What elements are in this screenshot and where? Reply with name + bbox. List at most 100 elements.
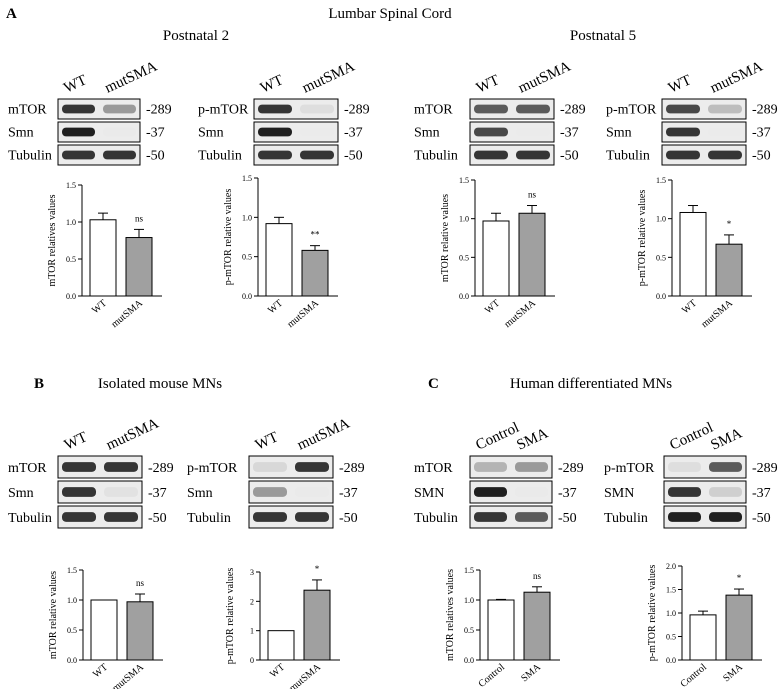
y-tick-label: 1.0 — [242, 213, 252, 222]
blot-band — [474, 487, 507, 497]
blot-strip — [248, 480, 334, 504]
category-label: mutSMA — [502, 297, 538, 330]
protein-label: mTOR — [8, 461, 47, 476]
lane-label: mutSMA — [295, 415, 353, 453]
blot-band — [666, 127, 700, 137]
bar — [482, 220, 510, 297]
category-label: Control — [476, 662, 507, 689]
significance-label: ** — [311, 230, 321, 240]
y-axis-label: p-mTOR relative values — [647, 565, 658, 662]
protein-label: Tubulin — [414, 148, 458, 163]
blot-band — [666, 104, 700, 114]
kda-marker: -50 — [558, 511, 577, 526]
blot-band — [474, 104, 508, 114]
blot-band — [104, 487, 138, 497]
lane-label: mutSMA — [102, 58, 160, 96]
y-tick-label: 0.5 — [666, 633, 676, 642]
kda-marker: -50 — [339, 511, 358, 526]
blot-band — [515, 512, 548, 522]
kda-marker: -289 — [752, 102, 778, 117]
y-tick-label: 0.5 — [66, 255, 76, 264]
blot-band — [474, 512, 507, 522]
blot-band — [708, 150, 742, 160]
blot-strip — [663, 505, 747, 529]
y-tick-label: 0 — [250, 656, 254, 665]
bar-chart: 0.0 0.5 1.0 1.5 p-mTOR relative values WT mutS… — [637, 176, 752, 330]
y-tick-label: 0.0 — [67, 656, 77, 665]
blot-band — [474, 462, 507, 472]
panel-a-subtitle-p5: Postnatal 5 — [570, 28, 636, 44]
protein-label: p-mTOR — [198, 102, 249, 117]
category-label: WT — [680, 298, 699, 316]
protein-label: SMN — [414, 486, 444, 501]
protein-label: Smn — [8, 125, 34, 140]
panel-b-title: Isolated mouse MNs — [98, 376, 222, 392]
blot-band — [253, 462, 287, 472]
bar-chart: 0.0 0.5 1.0 1.5 p-mTOR relative values WT mutS… — [223, 174, 338, 330]
y-tick-label: 0.0 — [459, 292, 469, 301]
lane-label: WT — [61, 72, 89, 96]
blot-band — [62, 104, 95, 114]
blot-band — [516, 104, 550, 114]
kda-marker: -50 — [752, 148, 771, 163]
protein-label: Tubulin — [198, 148, 242, 163]
category-label: mutSMA — [287, 661, 323, 689]
y-axis-label: p-mTOR relative values — [223, 189, 234, 286]
y-tick-label: 2 — [250, 597, 254, 606]
blot-band — [708, 104, 742, 114]
bar — [679, 211, 707, 297]
protein-label: Smn — [198, 125, 224, 140]
category-label: WT — [483, 298, 502, 316]
y-tick-label: 0.0 — [66, 292, 76, 301]
blot-band — [103, 150, 136, 160]
category-label: WT — [91, 662, 110, 680]
blot-strip — [253, 98, 339, 120]
y-tick-label: 1.0 — [464, 596, 474, 605]
kda-marker: -289 — [752, 461, 778, 476]
blot-band — [516, 127, 550, 137]
significance-label: ns — [528, 190, 537, 200]
bar — [301, 249, 329, 297]
blot-band — [104, 512, 138, 522]
y-axis-label: mTOR relative values — [48, 571, 59, 659]
blot-band — [708, 127, 742, 137]
y-axis-label: mTOR relatives values — [445, 569, 456, 661]
blot-band — [295, 487, 329, 497]
bar — [715, 243, 743, 297]
y-tick-label: 1.5 — [242, 174, 252, 183]
kda-marker: -289 — [339, 461, 365, 476]
significance-label: ns — [136, 578, 145, 588]
category-label: SMA — [721, 661, 745, 684]
category-label: WT — [268, 662, 287, 680]
kda-marker: -37 — [339, 486, 358, 501]
y-tick-label: 1.5 — [464, 566, 474, 575]
y-tick-label: 0.0 — [656, 292, 666, 301]
blot-band — [666, 150, 700, 160]
blot-strip — [57, 144, 141, 166]
bar-chart: 0.0 0.5 1.0 1.5 mTOR relative values WT mutSMA… — [48, 566, 163, 689]
y-tick-label: 1.0 — [66, 218, 76, 227]
blot-band — [668, 487, 701, 497]
blot-strip — [57, 455, 143, 479]
blot-strip — [469, 98, 555, 120]
blot-band — [295, 462, 329, 472]
blot-strip — [469, 505, 553, 529]
protein-label: Tubulin — [187, 511, 231, 526]
bar — [267, 630, 295, 661]
lane-label: WT — [666, 72, 694, 96]
significance-label: ns — [533, 571, 542, 581]
y-tick-label: 1.0 — [459, 215, 469, 224]
blot-group: WT mutSMA mTOR -289 Smn -37 Tubulin -50 — [414, 58, 586, 166]
category-label: mutSMA — [285, 297, 321, 330]
category-label: mutSMA — [109, 297, 145, 330]
y-tick-label: 1.5 — [459, 176, 469, 185]
blot-band — [515, 487, 548, 497]
category-label: SMA — [519, 661, 543, 684]
significance-label: ns — [135, 213, 144, 223]
y-tick-label: 2.0 — [666, 562, 676, 571]
significance-label: * — [727, 219, 732, 229]
kda-marker: -37 — [752, 486, 771, 501]
blot-strip — [661, 98, 747, 120]
